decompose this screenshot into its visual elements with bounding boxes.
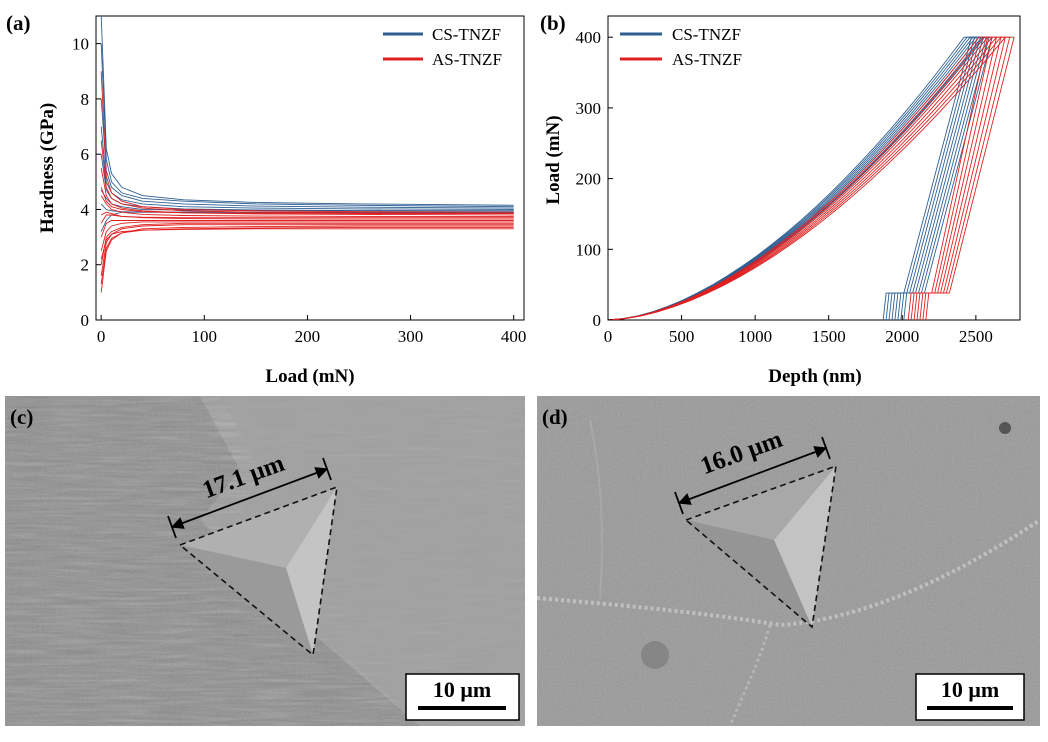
x-tick-label-a-2: 200: [295, 327, 321, 346]
panel-label-a: (a): [6, 11, 31, 35]
series-b-as-8: [608, 36, 989, 320]
grain-boundary-d-3: [589, 419, 603, 599]
series-a-as-21: [100, 187, 514, 215]
panel-b-load-depth-chart: 0 500 1000 1500 2000 2500 0 100 200 300 400 (b) D…: [540, 11, 1021, 387]
series-b-as-14: [608, 36, 1015, 320]
grain-boundary-d-1: [537, 518, 1040, 628]
y-tick-label-a-5: 10: [72, 35, 89, 54]
legend-b-cs-label: CS-TNZF: [672, 25, 741, 44]
scale-bar-c-box: [405, 673, 520, 721]
x-ticks-a: 0 100 200 300 400: [97, 315, 527, 346]
sem-d-pit-1: [999, 422, 1011, 434]
y-tick-label-b-2: 200: [576, 170, 602, 189]
x-tick-label-b-3: 1500: [812, 327, 846, 346]
x-tick-label-a-0: 0: [97, 327, 106, 346]
x-tick-label-b-1: 500: [669, 327, 695, 346]
legend-a-cs-label: CS-TNZF: [432, 25, 501, 44]
panel-a-hardness-chart: 0 100 200 300 400 0 2 4 6 8 10 (a) Load (mN) Hard…: [6, 11, 526, 387]
y-tick-label-b-1: 100: [576, 240, 602, 259]
plot-a-frame: [95, 15, 525, 321]
x-tick-label-b-0: 0: [604, 327, 613, 346]
y-tick-label-a-0: 0: [81, 311, 90, 330]
y-tick-label-a-1: 2: [81, 256, 90, 275]
series-a-cs-3: [100, 126, 514, 210]
y-ticks-a: 0 2 4 6 8 10: [72, 35, 101, 330]
legend-a-as-label: AS-TNZF: [432, 50, 502, 69]
y-tick-label-b-0: 0: [593, 311, 602, 330]
measure-d-tick-left: [674, 491, 684, 515]
series-group-a: [100, 16, 514, 293]
series-a-as-8: [100, 71, 514, 213]
indent-d-facet-right: [774, 466, 836, 627]
panel-label-d: (d): [542, 405, 568, 429]
series-a-cs-0: [100, 16, 514, 206]
sem-d-pit-2: [641, 641, 669, 669]
measure-c-tick-left: [167, 515, 177, 539]
series-a-as-10: [100, 167, 514, 216]
series-a-as-9: [100, 140, 514, 215]
y-tick-label-a-4: 8: [81, 90, 90, 109]
series-b-cs-5: [608, 36, 987, 320]
x-ticks-b: 0 500 1000 1500 2000 2500: [604, 315, 993, 346]
panel-label-c: (c): [10, 405, 33, 429]
series-a-as-18: [100, 226, 514, 285]
series-a-cs-2: [100, 98, 514, 209]
x-axis-title-a: Load (mN): [265, 366, 354, 387]
series-b-cs-2: [608, 36, 978, 320]
y-axis-title-a: Hardness (GPa): [37, 103, 58, 233]
series-b-cs-3: [608, 36, 981, 320]
measure-d-arrow: [677, 446, 828, 505]
x-tick-label-a-3: 300: [398, 327, 424, 346]
x-tick-label-b-5: 2500: [959, 327, 993, 346]
y-ticks-b: 0 100 200 300 400: [576, 28, 613, 330]
x-tick-label-a-1: 100: [192, 327, 218, 346]
legend-a: CS-TNZF AS-TNZF: [383, 25, 502, 69]
series-a-cs-5: [100, 189, 514, 212]
measure-c-tick-right: [322, 457, 332, 481]
series-a-as-17: [100, 225, 514, 293]
series-b-cs-4: [608, 36, 984, 320]
grain-boundary-d-2: [728, 624, 772, 726]
y-axis-title-b: Load (mN): [543, 115, 564, 204]
x-tick-label-b-4: 2000: [885, 327, 919, 346]
series-group-b: [608, 36, 1015, 320]
x-tick-label-b-2: 1000: [738, 327, 772, 346]
legend-b-as-label: AS-TNZF: [672, 50, 742, 69]
series-a-as-12: [100, 214, 514, 224]
series-a-as-19: [100, 228, 514, 260]
y-tick-label-b-4: 400: [576, 28, 602, 47]
panel-c-sem-image: 17.1 μm 10 μm (c): [5, 396, 525, 726]
measure-d-tick-right: [821, 436, 831, 460]
series-a-as-15: [100, 222, 514, 265]
legend-b: CS-TNZF AS-TNZF: [620, 25, 742, 69]
indent-c-facet-right: [286, 487, 337, 655]
scale-bar-d-box: [915, 673, 1025, 721]
scale-bar-c-label: 10 μm: [433, 677, 491, 702]
series-a-as-20: [100, 211, 514, 220]
x-tick-label-a-4: 400: [501, 327, 527, 346]
x-axis-title-b: Depth (nm): [768, 366, 861, 387]
panel-d-sem-image: 16.0 μm 10 μm (d): [537, 396, 1040, 726]
y-tick-label-b-3: 300: [576, 99, 602, 118]
series-a-as-14: [100, 221, 514, 252]
series-a-cs-1: [100, 43, 514, 208]
plot-b-frame: [607, 15, 1021, 321]
series-a-as-11: [100, 195, 514, 217]
scale-bar-d-label: 10 μm: [941, 677, 999, 702]
measure-c-arrow: [170, 467, 329, 529]
y-tick-label-a-3: 6: [81, 145, 90, 164]
series-a-as-13: [100, 220, 514, 238]
indent-d-outline: [684, 464, 837, 629]
y-tick-label-a-2: 4: [81, 200, 90, 219]
panel-label-b: (b): [540, 11, 566, 35]
series-a-as-16: [100, 224, 514, 276]
